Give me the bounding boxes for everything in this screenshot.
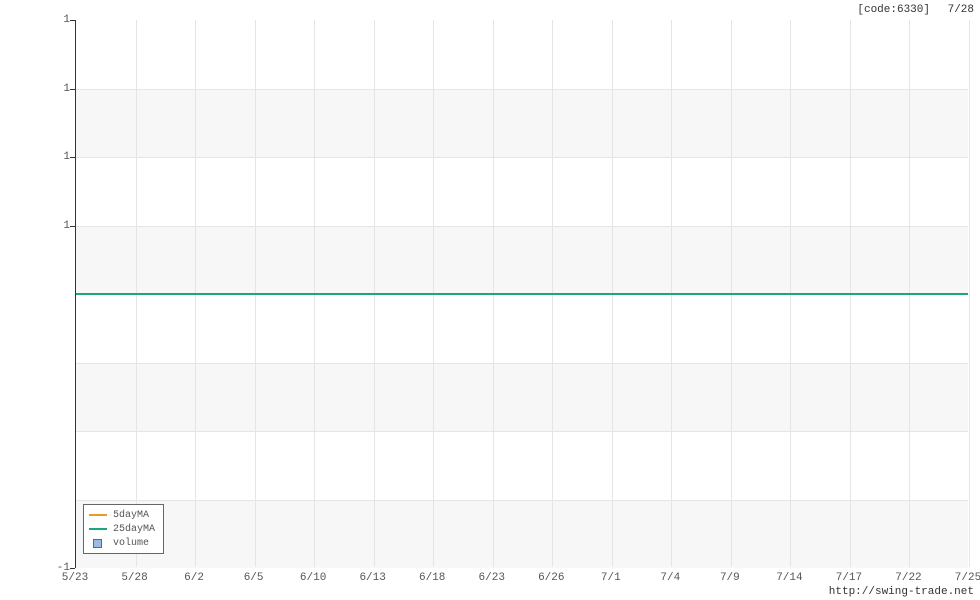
legend-label: 25dayMA (113, 524, 155, 535)
y-tick-label: 1 (40, 220, 70, 232)
x-tick-label: 6/26 (538, 572, 564, 584)
legend-box: 5dayMA 25dayMA volume (83, 504, 164, 554)
x-tick-label: 6/23 (479, 572, 505, 584)
x-tick-label: 7/1 (601, 572, 621, 584)
x-tick-label: 7/4 (660, 572, 680, 584)
x-tick-label: 5/28 (121, 572, 147, 584)
x-tick-label: 6/5 (244, 572, 264, 584)
y-tick-label: 1 (40, 14, 70, 26)
x-tick-label: 7/14 (776, 572, 802, 584)
x-tick-label: 7/22 (895, 572, 921, 584)
legend-label: volume (113, 538, 149, 549)
legend-item-volume: volume (89, 536, 155, 550)
legend-swatch-volume (93, 539, 102, 548)
legend-swatch-25dayma (89, 528, 107, 530)
x-tick-label: 7/25 (955, 572, 980, 584)
x-tick-label: 6/10 (300, 572, 326, 584)
x-tick-label: 6/18 (419, 572, 445, 584)
chart-plot-area (75, 20, 968, 568)
code-label: [code:6330] (857, 4, 930, 16)
legend-label: 5dayMA (113, 510, 149, 521)
y-tick-label: 1 (40, 83, 70, 95)
x-tick-label: 6/2 (184, 572, 204, 584)
x-tick-label: 7/17 (836, 572, 862, 584)
y-tick-label: 1 (40, 151, 70, 163)
series-line (76, 293, 968, 295)
x-tick-label: 6/13 (359, 572, 385, 584)
footer-url: http://swing-trade.net (829, 586, 974, 598)
header-date: 7/28 (948, 4, 974, 16)
legend-item-25dayma: 25dayMA (89, 522, 155, 536)
legend-swatch-5dayma (89, 514, 107, 516)
x-tick-label: 7/9 (720, 572, 740, 584)
y-tick-label: -1 (40, 562, 70, 574)
legend-item-5dayma: 5dayMA (89, 508, 155, 522)
